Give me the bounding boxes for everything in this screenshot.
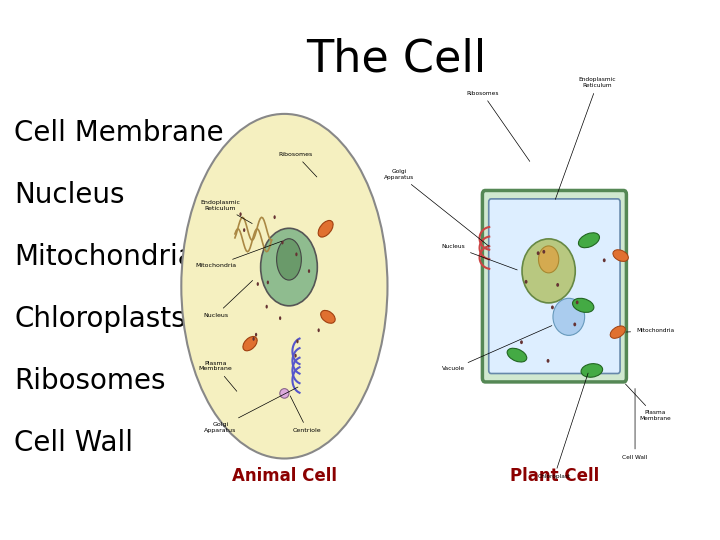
Circle shape [274, 215, 276, 219]
Text: Endoplasmic
Reticulum: Endoplasmic Reticulum [200, 200, 252, 224]
Ellipse shape [522, 239, 575, 303]
Text: Nucleus: Nucleus [203, 280, 253, 318]
Text: Plasma
Membrane: Plasma Membrane [626, 384, 671, 421]
Circle shape [279, 316, 282, 320]
Ellipse shape [578, 233, 600, 248]
Circle shape [297, 340, 299, 343]
Circle shape [573, 322, 576, 326]
Text: Ribosomes: Ribosomes [14, 367, 166, 395]
Circle shape [253, 337, 255, 341]
Text: The Cell: The Cell [306, 38, 486, 81]
Text: Golgi
Apparatus: Golgi Apparatus [204, 387, 298, 433]
Text: Ribosomes: Ribosomes [466, 91, 530, 161]
Text: Mitochondria: Mitochondria [14, 243, 195, 271]
Ellipse shape [181, 114, 387, 458]
Circle shape [520, 340, 523, 344]
Circle shape [243, 228, 246, 232]
Circle shape [557, 283, 559, 287]
Text: Cell Membrane: Cell Membrane [14, 119, 224, 147]
Circle shape [255, 333, 257, 336]
Ellipse shape [613, 249, 629, 261]
Circle shape [266, 280, 269, 285]
Ellipse shape [572, 298, 594, 313]
Circle shape [551, 306, 554, 309]
Ellipse shape [280, 389, 289, 398]
Ellipse shape [261, 228, 318, 306]
Circle shape [308, 269, 310, 273]
FancyBboxPatch shape [482, 191, 626, 382]
Circle shape [546, 359, 549, 363]
Text: Cell Wall: Cell Wall [14, 429, 133, 457]
Circle shape [295, 252, 297, 256]
Ellipse shape [318, 220, 333, 237]
Text: Vacuole: Vacuole [442, 326, 552, 372]
Text: Mitochondria: Mitochondria [626, 328, 674, 333]
Circle shape [276, 239, 302, 280]
Text: Animal Cell: Animal Cell [232, 467, 337, 485]
Circle shape [266, 305, 268, 308]
Text: Centriole: Centriole [290, 396, 322, 433]
Text: Cell Wall: Cell Wall [622, 389, 648, 460]
Text: Nucleus: Nucleus [14, 181, 125, 209]
Circle shape [576, 300, 579, 305]
Ellipse shape [553, 298, 585, 335]
Circle shape [542, 250, 545, 254]
Text: Chloroplast: Chloroplast [538, 373, 588, 478]
Ellipse shape [610, 326, 626, 339]
Text: Golgi
Apparatus: Golgi Apparatus [384, 169, 489, 246]
Text: Mitochondria: Mitochondria [195, 241, 282, 268]
FancyBboxPatch shape [489, 199, 620, 374]
Circle shape [256, 282, 259, 286]
Circle shape [539, 246, 559, 273]
Circle shape [603, 258, 606, 262]
Text: Plant Cell: Plant Cell [510, 467, 599, 485]
Circle shape [525, 280, 528, 284]
Circle shape [294, 354, 297, 357]
Circle shape [240, 212, 242, 216]
Ellipse shape [507, 348, 527, 362]
Text: Chloroplasts: Chloroplasts [14, 305, 186, 333]
Text: Endoplasmic
Reticulum: Endoplasmic Reticulum [555, 77, 616, 199]
Ellipse shape [243, 336, 257, 351]
Ellipse shape [581, 363, 603, 377]
Ellipse shape [320, 310, 336, 323]
Text: Ribosomes: Ribosomes [279, 152, 317, 177]
Circle shape [282, 241, 284, 245]
Text: Nucleus: Nucleus [442, 244, 517, 270]
Circle shape [318, 328, 320, 332]
Circle shape [536, 251, 539, 255]
Text: Plasma
Membrane: Plasma Membrane [199, 361, 237, 392]
